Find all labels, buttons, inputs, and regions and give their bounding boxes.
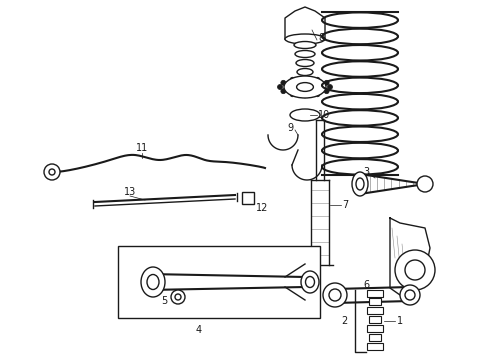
Ellipse shape — [147, 274, 159, 289]
Text: 2: 2 — [341, 316, 347, 326]
Circle shape — [395, 250, 435, 290]
Ellipse shape — [294, 41, 316, 49]
Text: 1: 1 — [397, 316, 403, 326]
Circle shape — [302, 93, 308, 98]
Ellipse shape — [285, 34, 325, 44]
Circle shape — [277, 85, 283, 90]
Circle shape — [324, 80, 329, 85]
Text: 11: 11 — [136, 143, 148, 153]
Circle shape — [290, 77, 295, 82]
Bar — [369, 316, 381, 323]
Ellipse shape — [301, 271, 319, 293]
Ellipse shape — [295, 50, 315, 58]
Text: 10: 10 — [318, 110, 330, 120]
Circle shape — [324, 89, 329, 94]
Ellipse shape — [284, 76, 326, 98]
Circle shape — [171, 290, 185, 304]
Circle shape — [400, 285, 420, 305]
Circle shape — [315, 77, 320, 82]
Circle shape — [281, 80, 286, 85]
Bar — [242, 192, 254, 204]
Circle shape — [405, 260, 425, 280]
Bar — [367, 290, 383, 297]
Circle shape — [290, 92, 295, 97]
Ellipse shape — [296, 82, 314, 91]
Circle shape — [44, 164, 60, 180]
Text: 3: 3 — [363, 167, 369, 177]
Circle shape — [49, 169, 55, 175]
Ellipse shape — [356, 178, 364, 190]
Circle shape — [281, 89, 286, 94]
Text: 13: 13 — [124, 187, 136, 197]
Text: 12: 12 — [256, 203, 269, 213]
Ellipse shape — [290, 109, 320, 121]
Text: 7: 7 — [342, 200, 348, 210]
Bar — [369, 334, 381, 341]
Circle shape — [329, 289, 341, 301]
Ellipse shape — [352, 172, 368, 196]
Text: 6: 6 — [363, 280, 369, 290]
Bar — [369, 298, 381, 305]
Bar — [367, 325, 383, 332]
Circle shape — [405, 290, 415, 300]
Ellipse shape — [141, 267, 165, 297]
Circle shape — [327, 85, 333, 90]
Bar — [367, 307, 383, 314]
Ellipse shape — [305, 276, 315, 288]
Circle shape — [315, 92, 320, 97]
Bar — [118, 246, 320, 318]
Text: 9: 9 — [288, 123, 294, 133]
Bar — [367, 343, 383, 350]
Circle shape — [323, 283, 347, 307]
Circle shape — [175, 294, 181, 300]
Ellipse shape — [296, 59, 314, 67]
Circle shape — [302, 76, 308, 81]
Text: 4: 4 — [196, 325, 202, 335]
Circle shape — [417, 176, 433, 192]
Ellipse shape — [297, 68, 313, 76]
Text: 5: 5 — [161, 296, 167, 306]
Text: 8: 8 — [318, 33, 324, 43]
